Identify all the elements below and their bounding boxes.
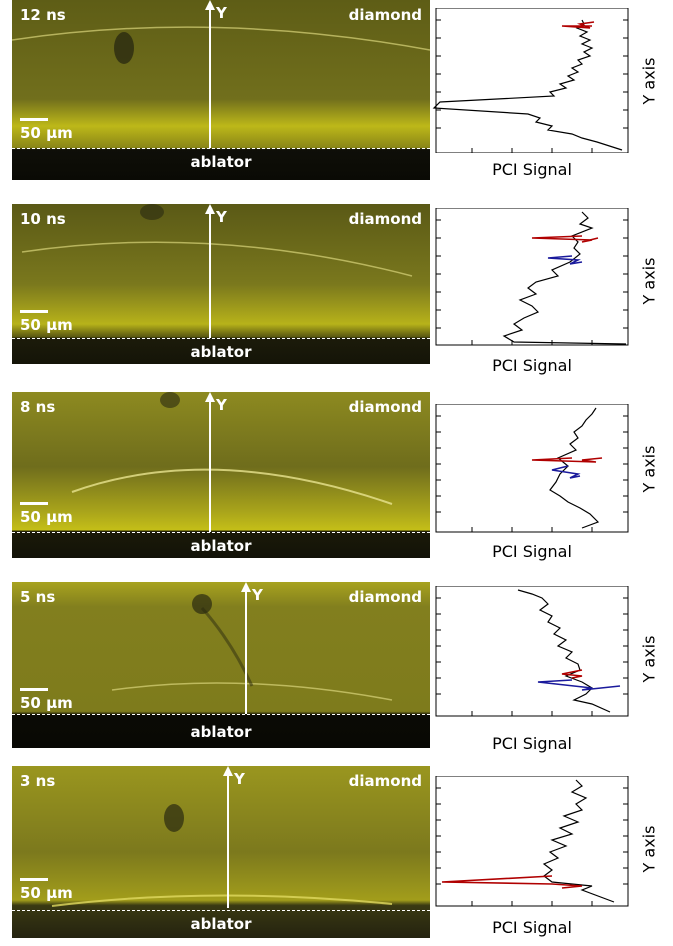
x-axis-label: PCI Signal [492,734,572,753]
pci-image: Y 8 ns diamond 50 µm ablator [12,392,430,558]
y-arrow-label: Y [216,4,227,22]
scale-bar [20,688,48,691]
y-axis-label: Y axis [639,57,659,104]
x-axis-label: PCI Signal [492,918,572,937]
panel-12ns: Y 12 ns diamond 50 µm ablator PCI Signa [0,0,673,180]
y-arrow [209,208,211,338]
material-label: diamond [348,210,422,228]
scale-label: 50 µm [20,124,73,142]
ablator-boundary [12,910,430,911]
y-axis-label: Y axis [639,445,659,492]
y-axis-label: Y axis [639,635,659,682]
ablator-boundary [12,148,430,149]
y-arrow-head [205,204,215,214]
ablator-label: ablator [190,343,252,361]
panel-10ns: Y 10 ns diamond 50 µm ablator PCI Signal… [0,204,673,384]
time-label: 8 ns [20,398,56,416]
ablator-label: ablator [190,723,252,741]
ablator-boundary [12,714,430,715]
material-label: diamond [348,772,422,790]
ablator-boundary [12,338,430,339]
y-arrow-head [223,766,233,776]
y-axis-label: Y axis [639,825,659,872]
y-arrow-label: Y [234,770,245,788]
ablator-boundary [12,532,430,533]
time-label: 10 ns [20,210,66,228]
material-label: diamond [348,588,422,606]
scale-bar [20,502,48,505]
scale-label: 50 µm [20,508,73,526]
pci-image-bg [12,0,430,180]
y-arrow-head [205,0,215,10]
scale-bar [20,878,48,881]
ablator-label: ablator [190,537,252,555]
pci-profile-plot [432,404,632,549]
y-arrow [227,770,229,908]
material-label: diamond [348,398,422,416]
y-arrow-label: Y [216,208,227,226]
ablator-label: ablator [190,915,252,933]
pci-image-bg [12,392,430,558]
pci-image: Y 3 ns diamond 50 µm ablator [12,766,430,938]
scale-bar [20,310,48,313]
time-label: 3 ns [20,772,56,790]
x-axis-label: PCI Signal [492,160,572,179]
y-arrow-label: Y [216,396,227,414]
y-arrow-head [205,392,215,402]
pci-profile-svg [435,208,629,346]
panel-3ns: Y 3 ns diamond 50 µm ablator PCI Signal … [0,766,673,946]
pci-image-bg [12,204,430,364]
time-label: 12 ns [20,6,66,24]
panel-8ns: Y 8 ns diamond 50 µm ablator PCI Signal … [0,392,673,572]
pci-profile-svg [435,776,629,907]
pci-profile-plot [432,586,632,731]
pci-image-bg [12,582,430,748]
pci-profile-svg [435,404,629,533]
scale-label: 50 µm [20,884,73,902]
scale-bar [20,118,48,121]
pci-image-bg [12,766,430,938]
scale-label: 50 µm [20,694,73,712]
y-arrow-label: Y [252,586,263,604]
panel-5ns: Y 5 ns diamond 50 µm ablator PCI Signal … [0,582,673,762]
x-axis-label: PCI Signal [492,356,572,375]
y-axis-label: Y axis [639,257,659,304]
ablator-label: ablator [190,153,252,171]
pci-profile-svg [432,8,629,153]
scale-label: 50 µm [20,316,73,334]
pci-profile-svg [435,586,629,717]
time-label: 5 ns [20,588,56,606]
pci-image: Y 10 ns diamond 50 µm ablator [12,204,430,364]
pci-profile-plot [432,8,632,153]
y-arrow [209,396,211,532]
pci-profile-plot [432,208,632,353]
x-axis-label: PCI Signal [492,542,572,561]
material-label: diamond [348,6,422,24]
y-arrow [245,586,247,714]
y-arrow-head [241,582,251,592]
pci-image: Y 5 ns diamond 50 µm ablator [12,582,430,748]
pci-profile-plot [432,776,632,921]
y-arrow [209,4,211,148]
pci-image: Y 12 ns diamond 50 µm ablator [12,0,430,180]
